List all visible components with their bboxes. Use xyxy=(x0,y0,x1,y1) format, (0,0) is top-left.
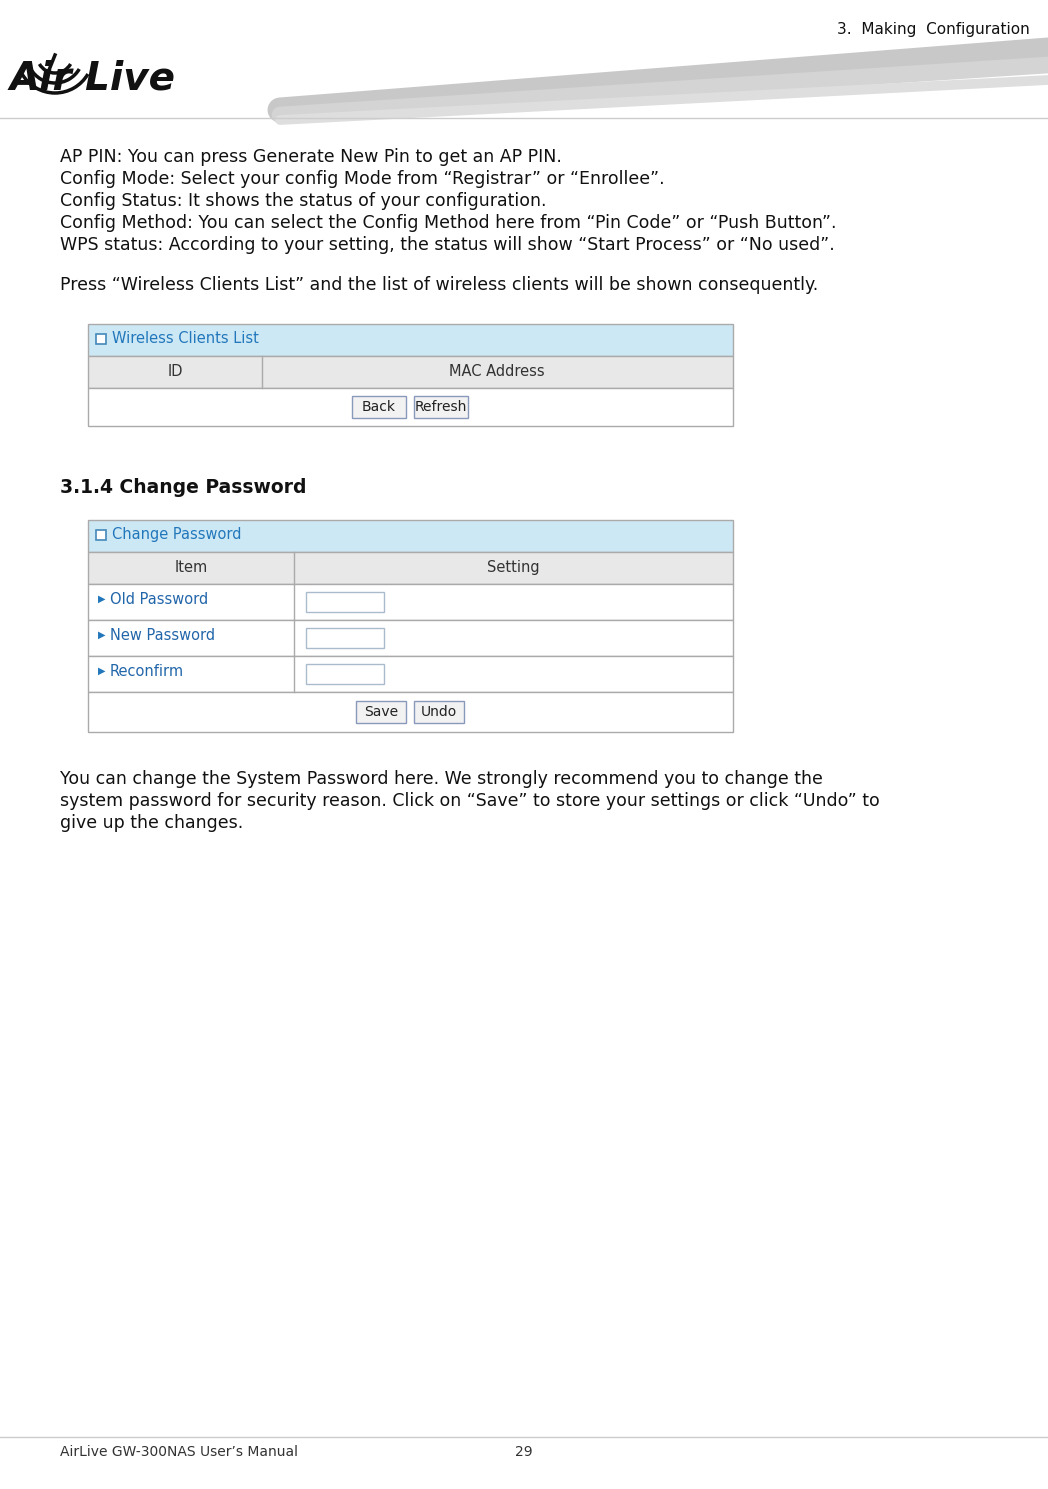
Bar xyxy=(306,593,384,612)
Bar xyxy=(88,520,733,552)
Text: 29: 29 xyxy=(516,1444,532,1459)
Text: Config Status: It shows the status of your configuration.: Config Status: It shows the status of yo… xyxy=(60,192,546,210)
Bar xyxy=(88,389,733,426)
Text: Setting: Setting xyxy=(486,560,540,575)
Bar xyxy=(88,325,733,356)
Text: Old Password: Old Password xyxy=(110,593,209,608)
Text: You can change the System Password here. We strongly recommend you to change the: You can change the System Password here.… xyxy=(60,770,823,788)
Text: Reconfirm: Reconfirm xyxy=(110,664,184,679)
Bar xyxy=(88,657,733,692)
Bar xyxy=(88,552,733,584)
Bar xyxy=(306,664,384,683)
Text: 3.  Making  Configuration: 3. Making Configuration xyxy=(837,22,1030,37)
Text: Wireless Clients List: Wireless Clients List xyxy=(112,331,259,345)
Bar xyxy=(356,701,406,724)
Bar xyxy=(414,701,464,724)
Text: give up the changes.: give up the changes. xyxy=(60,814,243,832)
Text: Press “Wireless Clients List” and the list of wireless clients will be shown con: Press “Wireless Clients List” and the li… xyxy=(60,275,818,293)
Text: AirLive GW-300NAS User’s Manual: AirLive GW-300NAS User’s Manual xyxy=(60,1444,298,1459)
Bar xyxy=(96,530,106,541)
Bar xyxy=(88,619,733,657)
Text: 3.1.4 Change Password: 3.1.4 Change Password xyxy=(60,478,306,497)
Text: Item: Item xyxy=(174,560,208,575)
Bar xyxy=(88,356,733,389)
Bar xyxy=(306,628,384,648)
Text: MAC Address: MAC Address xyxy=(450,363,545,380)
Text: ▶: ▶ xyxy=(99,594,106,605)
Text: Undo: Undo xyxy=(421,704,457,719)
Bar xyxy=(88,692,733,733)
Bar xyxy=(352,396,406,418)
Text: New Password: New Password xyxy=(110,628,215,643)
Text: Save: Save xyxy=(364,704,398,719)
Text: Config Method: You can select the Config Method here from “Pin Code” or “Push Bu: Config Method: You can select the Config… xyxy=(60,214,836,232)
Text: system password for security reason. Click on “Save” to store your settings or c: system password for security reason. Cli… xyxy=(60,792,879,810)
Text: WPS status: According to your setting, the status will show “Start Process” or “: WPS status: According to your setting, t… xyxy=(60,235,835,255)
Text: Refresh: Refresh xyxy=(415,401,467,414)
Text: Change Password: Change Password xyxy=(112,527,241,542)
Text: ▶: ▶ xyxy=(99,666,106,676)
Text: ID: ID xyxy=(168,363,182,380)
Bar xyxy=(88,584,733,619)
Text: Air Live: Air Live xyxy=(10,60,176,98)
Bar xyxy=(96,334,106,344)
Text: AP PIN: You can press Generate New Pin to get an AP PIN.: AP PIN: You can press Generate New Pin t… xyxy=(60,147,562,165)
Text: Config Mode: Select your config Mode from “Registrar” or “Enrollee”.: Config Mode: Select your config Mode fro… xyxy=(60,170,664,188)
Bar xyxy=(414,396,468,418)
Text: ▶: ▶ xyxy=(99,630,106,640)
Text: Back: Back xyxy=(362,401,396,414)
